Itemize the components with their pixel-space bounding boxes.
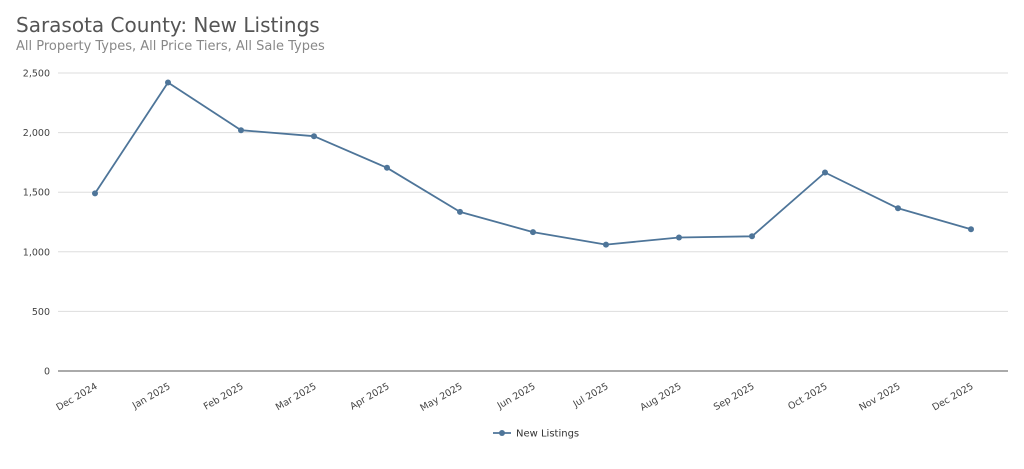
y-tick-label: 2,500 — [23, 69, 50, 80]
x-tick-label: Sep 2025 — [712, 381, 757, 413]
y-tick-label: 500 — [32, 307, 50, 318]
y-tick-label: 0 — [44, 367, 50, 378]
x-tick-label: May 2025 — [418, 381, 464, 414]
series-layer — [92, 79, 974, 248]
x-axis: Dec 2024 Jan 2025 Feb 2025 Mar 2025 Apr 2025… — [55, 370, 1008, 414]
y-tick-label: 2,000 — [23, 128, 50, 139]
grid-lines — [58, 72, 1008, 312]
x-tick-label: Mar 2025 — [274, 381, 319, 413]
x-tick-label: Dec 2024 — [55, 381, 100, 413]
y-tick-label: 1,000 — [23, 247, 50, 258]
y-tick-label: 1,500 — [23, 188, 50, 199]
chart-title: Sarasota County: New Listings — [16, 13, 320, 37]
legend[interactable]: New Listings — [493, 429, 579, 440]
x-tick-label: Aug 2025 — [638, 381, 683, 413]
data-point[interactable] — [822, 169, 828, 176]
chart-subtitle: All Property Types, All Price Tiers, All… — [16, 39, 325, 54]
x-tick-label: Nov 2025 — [857, 381, 902, 413]
data-point[interactable] — [384, 164, 390, 171]
x-tick-label: Oct 2025 — [786, 381, 829, 412]
x-tick-label: Jul 2025 — [571, 381, 611, 410]
legend-label[interactable]: New Listings — [516, 429, 579, 440]
data-point[interactable] — [968, 226, 974, 233]
x-tick-label: Apr 2025 — [348, 381, 391, 412]
legend-point-marker — [499, 430, 505, 436]
data-point[interactable] — [603, 241, 609, 248]
data-point[interactable] — [749, 233, 755, 240]
data-point[interactable] — [92, 190, 98, 197]
y-axis: 0 500 1,000 1,500 2,000 2,500 — [23, 69, 50, 378]
data-point[interactable] — [895, 205, 901, 212]
x-tick-label: Jun 2025 — [495, 381, 538, 412]
x-tick-label: Jan 2025 — [130, 381, 173, 412]
data-point[interactable] — [530, 229, 536, 236]
series-line — [94, 81, 972, 246]
data-point[interactable] — [457, 208, 463, 215]
x-tick-label: Dec 2025 — [931, 381, 976, 413]
data-point[interactable] — [311, 133, 317, 140]
data-point[interactable] — [165, 79, 171, 86]
x-tick-label: Feb 2025 — [202, 381, 246, 413]
data-point[interactable] — [676, 234, 682, 241]
data-point[interactable] — [238, 127, 244, 134]
